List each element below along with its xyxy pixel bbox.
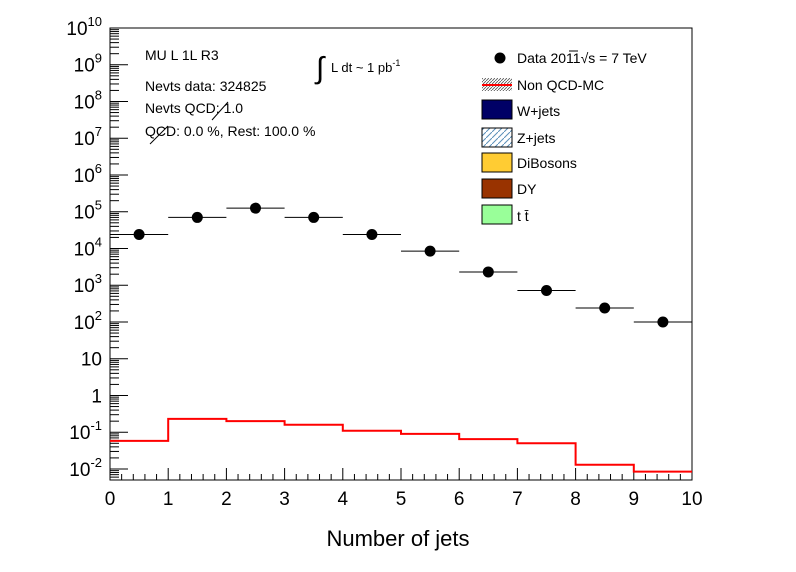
annotation-line-2: Nevts data: 324825 bbox=[145, 78, 267, 94]
luminosity-text: L dt ~ 1 pb-1 bbox=[331, 58, 400, 75]
y-tick-base: 10 bbox=[74, 313, 95, 334]
y-tick-base: 1 bbox=[91, 386, 102, 407]
legend-data-marker bbox=[494, 52, 506, 64]
y-tick-base: 10 bbox=[74, 276, 95, 297]
legend-data-sqrt: √s bbox=[581, 50, 596, 66]
y-tick-label: 10 bbox=[81, 350, 102, 371]
data-point bbox=[482, 266, 494, 278]
y-tick-label: 108 bbox=[74, 87, 102, 113]
legend-data-name: Data 2011 bbox=[517, 50, 581, 66]
y-tick-exponent: 5 bbox=[95, 198, 102, 213]
x-tick-label: 1 bbox=[163, 489, 174, 510]
legend-zjets-label: Z+jets bbox=[517, 130, 556, 146]
y-tick-base: 10 bbox=[74, 166, 95, 187]
y-tick-exponent: 2 bbox=[95, 308, 102, 323]
data-points-series bbox=[110, 202, 692, 328]
x-tick-label: 4 bbox=[338, 489, 349, 510]
x-tick-label: 7 bbox=[512, 489, 523, 510]
y-tick-label: 102 bbox=[74, 308, 102, 334]
legend-dibosons-label: DiBosons bbox=[517, 155, 577, 171]
y-tick-base: 10 bbox=[74, 239, 95, 260]
x-tick-label: 0 bbox=[105, 489, 116, 510]
data-point bbox=[366, 229, 378, 241]
x-tick-label: 8 bbox=[570, 489, 581, 510]
annotation-line-1: MU L 1L R3 bbox=[145, 47, 219, 63]
x-tick-label: 2 bbox=[221, 489, 232, 510]
legend-nonqcd-label: Non QCD-MC bbox=[517, 77, 604, 93]
legend-dy-label: DY bbox=[517, 181, 537, 197]
y-tick-exponent: 7 bbox=[95, 124, 102, 139]
y-tick-label: 1010 bbox=[66, 14, 102, 40]
y-tick-label: 10-2 bbox=[69, 455, 102, 481]
data-point bbox=[308, 211, 320, 223]
info-annotations: MU L 1L R3 Nevts data: 324825 Nevts QCD:… bbox=[145, 47, 400, 145]
data-point bbox=[191, 211, 203, 223]
luminosity-value: L dt ~ 1 pb bbox=[331, 60, 392, 75]
y-tick-exponent: 10 bbox=[88, 14, 102, 29]
y-tick-exponent: 4 bbox=[95, 234, 102, 249]
y-tick-label: 103 bbox=[74, 271, 102, 297]
y-tick-label: 105 bbox=[74, 198, 102, 224]
luminosity-integral: ∫ bbox=[314, 52, 326, 85]
y-tick-exponent: -2 bbox=[90, 455, 102, 470]
y-tick-label: 109 bbox=[74, 51, 102, 77]
non-qcd-mc-line bbox=[110, 417, 692, 473]
x-tick-label: 10 bbox=[681, 489, 702, 510]
legend-ttbar-label: t t̄ bbox=[517, 208, 529, 224]
y-tick-base: 10 bbox=[74, 129, 95, 150]
legend-data-energy: = 7 TeV bbox=[595, 50, 647, 66]
data-point bbox=[541, 284, 552, 296]
data-point bbox=[424, 245, 436, 257]
x-tick-label: 3 bbox=[279, 489, 290, 510]
luminosity-exponent: -1 bbox=[392, 58, 400, 68]
annotation-line-4: QCD: 0.0 %, Rest: 100.0 % bbox=[145, 123, 315, 139]
qcd-strike-1 bbox=[211, 101, 229, 121]
data-point bbox=[133, 229, 145, 241]
y-tick-base: 10 bbox=[74, 203, 95, 224]
legend-wjets-swatch bbox=[481, 99, 513, 120]
y-tick-label: 1 bbox=[91, 386, 102, 407]
y-tick-base: 10 bbox=[69, 460, 90, 481]
y-tick-base: 10 bbox=[74, 92, 95, 113]
data-point bbox=[599, 302, 611, 314]
data-point bbox=[250, 202, 261, 214]
qcd-strike-2 bbox=[149, 125, 169, 145]
legend-dy-swatch bbox=[481, 178, 513, 199]
legend-zjets-swatch bbox=[481, 127, 513, 148]
legend-wjets-label: W+jets bbox=[517, 103, 560, 119]
x-tick-label: 9 bbox=[629, 489, 640, 510]
y-tick-label: 106 bbox=[74, 161, 102, 187]
non-qcd-mc-step-series bbox=[110, 417, 692, 473]
y-tick-base: 10 bbox=[69, 423, 90, 444]
x-tick-label: 6 bbox=[454, 489, 465, 510]
annotation-line-3: Nevts QCD: 1.0 bbox=[145, 100, 243, 116]
y-tick-label: 104 bbox=[74, 234, 102, 260]
legend-data-label: Data 2011√s = 7 TeV bbox=[517, 50, 647, 66]
legend-dibosons-swatch bbox=[481, 152, 513, 173]
x-tick-label: 5 bbox=[396, 489, 407, 510]
y-tick-label: 10-1 bbox=[69, 418, 102, 444]
y-tick-base: 10 bbox=[74, 56, 95, 77]
y-tick-exponent: 6 bbox=[95, 161, 102, 176]
x-axis-label: Number of jets bbox=[326, 526, 469, 551]
y-tick-base: 10 bbox=[66, 19, 87, 40]
y-tick-base: 10 bbox=[81, 350, 102, 371]
plot-frame bbox=[109, 27, 693, 481]
y-tick-label: 107 bbox=[74, 124, 102, 150]
y-tick-exponent: 9 bbox=[95, 51, 102, 66]
axes: 0 1 2 3 4 5 6 7 8 9 101010109108107106105104103102… bbox=[66, 14, 702, 510]
y-tick-exponent: -1 bbox=[90, 418, 102, 433]
legend-ttbar-swatch bbox=[481, 204, 513, 225]
data-point bbox=[657, 316, 669, 328]
y-tick-exponent: 3 bbox=[95, 271, 102, 286]
legend: Data 2011√s = 7 TeV Non QCD-MC W+jets Z+… bbox=[481, 50, 647, 225]
y-tick-exponent: 8 bbox=[95, 87, 102, 102]
